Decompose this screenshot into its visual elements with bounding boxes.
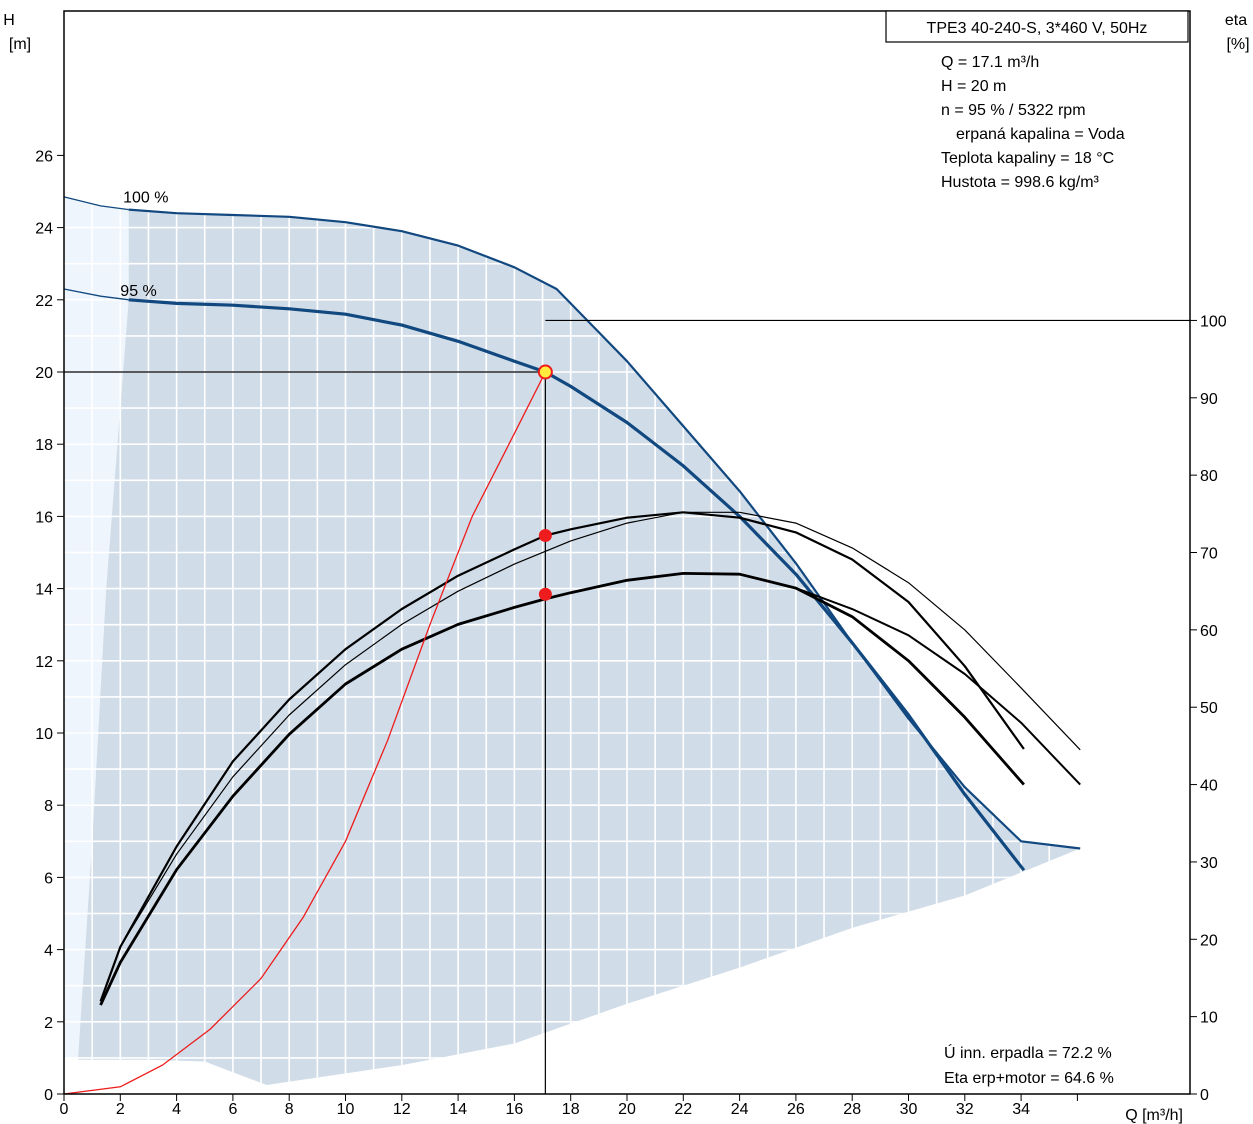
y-right-tick-label: 30 — [1200, 855, 1218, 872]
y-right-tick-label: 90 — [1200, 391, 1218, 408]
y-right-tick-label: 10 — [1200, 1010, 1218, 1027]
x-tick-label: 14 — [449, 1101, 467, 1118]
info-line-2: H = 20 m — [941, 78, 1006, 95]
info-line-3: n = 95 % / 5322 rpm — [941, 102, 1086, 119]
x-tick-label: 16 — [506, 1101, 524, 1118]
x-tick-label: 18 — [562, 1101, 580, 1118]
y-left-tick-label: 2 — [44, 1015, 53, 1032]
pump-curve-2 — [128, 298, 1026, 872]
pump-curve-extension-1 — [63, 196, 129, 211]
info-line-5: Teplota kapaliny = 18 °C — [941, 150, 1114, 167]
y-right-tick-label: 20 — [1200, 932, 1218, 949]
x-tick-label: 2 — [116, 1101, 125, 1118]
y-right-axis-unit: [%] — [1226, 36, 1249, 53]
y-left-axis-label: H — [3, 12, 15, 29]
x-tick-label: 28 — [843, 1101, 861, 1118]
y-left-tick-label: 8 — [44, 798, 53, 815]
title-box-text: TPE3 40-240-S, 3*460 V, 50Hz — [927, 20, 1148, 37]
curve-label-2: 95 % — [120, 283, 156, 300]
efficiency-readout-total: Eta erp+motor = 64.6 % — [944, 1070, 1114, 1087]
y-right-tick-label: 100 — [1200, 313, 1227, 330]
y-right-tick-label: 40 — [1200, 778, 1218, 795]
y-left-tick-label: 4 — [44, 943, 53, 960]
x-tick-label: 32 — [956, 1101, 974, 1118]
region-main — [78, 209, 1081, 1086]
info-line-4: erpaná kapalina = Voda — [956, 126, 1125, 143]
efficiency-point-2 — [538, 587, 552, 601]
x-tick-label: 4 — [172, 1101, 181, 1118]
y-left-tick-label: 24 — [35, 221, 53, 238]
x-tick-label: 26 — [787, 1101, 805, 1118]
y-right-tick-label: 0 — [1200, 1087, 1209, 1104]
x-tick-label: 24 — [731, 1101, 749, 1118]
efficiency-readout-pump: Ú inn. erpadla = 72.2 % — [944, 1043, 1112, 1062]
axis-ticks — [57, 154, 1197, 1101]
labels-layer: 0 2 4 6 8 10 12 14 16 18 20 22 24 26 28 30 32 34024681012… — [3, 10, 1250, 1124]
x-tick-label: 30 — [900, 1101, 918, 1118]
x-tick-label: 0 — [60, 1101, 69, 1118]
y-left-tick-label: 16 — [35, 509, 53, 526]
grid-lines — [64, 11, 1190, 1094]
y-right-axis-label: eta — [1225, 12, 1247, 29]
pump-curve-extension-2 — [63, 288, 129, 301]
pump-curve-1 — [128, 208, 1081, 850]
y-right-tick-label: 70 — [1200, 546, 1218, 563]
x-tick-label: 34 — [1012, 1101, 1030, 1118]
x-tick-label: 6 — [228, 1101, 237, 1118]
y-right-tick-label: 80 — [1200, 468, 1218, 485]
y-left-tick-label: 6 — [44, 870, 53, 887]
info-line-1: Q = 17.1 m³/h — [941, 54, 1039, 71]
title-box — [885, 10, 1189, 43]
y-left-tick-label: 18 — [35, 437, 53, 454]
y-left-tick-label: 10 — [35, 726, 53, 743]
x-tick-label: 12 — [393, 1101, 411, 1118]
y-left-tick-label: 22 — [35, 293, 53, 310]
y-left-tick-label: 12 — [35, 654, 53, 671]
y-left-tick-label: 0 — [44, 1087, 53, 1104]
y-right-tick-label: 60 — [1200, 623, 1218, 640]
curve-label-1: 100 % — [123, 189, 168, 206]
y-right-tick-label: 50 — [1200, 700, 1218, 717]
system-curve — [63, 371, 546, 1095]
y-left-tick-label: 26 — [35, 148, 53, 165]
curves-layer — [63, 196, 1190, 1095]
x-tick-label: 22 — [674, 1101, 692, 1118]
y-left-axis-unit: [m] — [9, 36, 31, 53]
x-tick-label: 8 — [285, 1101, 294, 1118]
duty-point — [537, 364, 553, 380]
efficiency-curve-2 — [99, 572, 1081, 1006]
x-axis-label: Q [m³/h] — [1125, 1107, 1183, 1124]
efficiency-curve-4 — [100, 511, 1081, 1002]
y-left-tick-label: 14 — [35, 582, 53, 599]
info-line-6: Hustota = 998.6 kg/m³ — [941, 174, 1100, 191]
operating-regions — [64, 196, 1081, 1086]
region-light — [64, 196, 129, 1058]
x-tick-label: 10 — [337, 1101, 355, 1118]
x-tick-label: 20 — [618, 1101, 636, 1118]
y-left-tick-label: 20 — [35, 365, 53, 382]
efficiency-point-1 — [538, 528, 552, 542]
